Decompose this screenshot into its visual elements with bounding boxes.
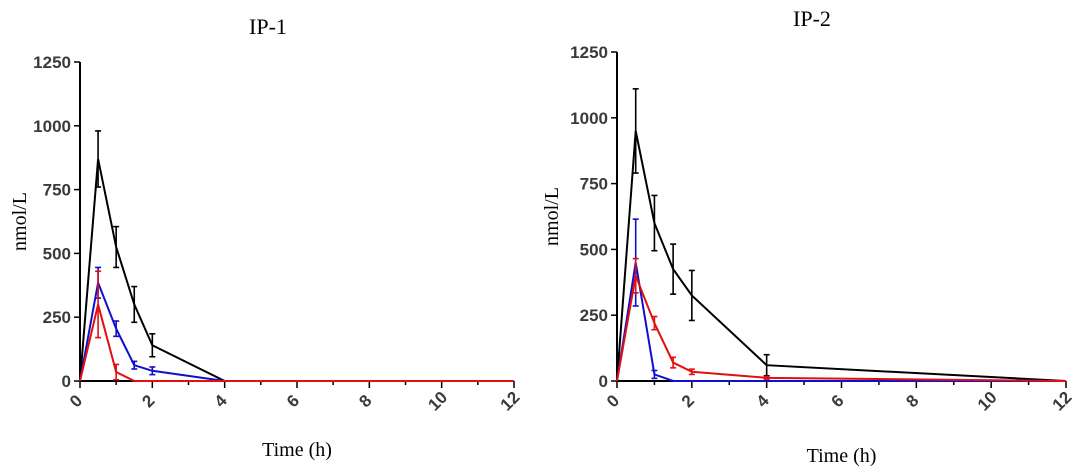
chart-1-x-tick-label: 2 xyxy=(138,391,158,411)
chart-2-y-tick-label: 0 xyxy=(599,372,608,391)
chart-1-y-tick-label: 500 xyxy=(43,244,71,263)
chart-2-series-1-line xyxy=(616,130,1067,382)
chart-2-y-tick-label: 1000 xyxy=(570,109,608,128)
chart-2-series-2-line xyxy=(616,262,1066,382)
chart-1-y-tick-label: 1250 xyxy=(33,53,71,72)
chart-1-y-axis-title: nmol/L xyxy=(9,192,31,251)
chart-1-x-tick-label: 10 xyxy=(424,388,451,415)
chart-panel-ip-2: IP-2 0 250 500 750 1000 1250 0 2 4 6 8 10 12 Time (h) n… xyxy=(541,6,1076,467)
chart-2-y-axis-title: nmol/L xyxy=(541,187,563,246)
chart-1-series-1 xyxy=(79,130,514,382)
chart-2-x-tick-label: 10 xyxy=(974,388,1001,415)
chart-2-x-tick-label: 12 xyxy=(1049,388,1076,415)
chart-1-title: IP-1 xyxy=(249,14,287,39)
chart-1-y-tick-label: 0 xyxy=(62,372,71,391)
chart-2-y-tick-label: 500 xyxy=(580,240,608,259)
chart-1-y-tick-label: 1000 xyxy=(33,117,71,136)
chart-1-series-1-line xyxy=(79,158,514,382)
chart-1-x-tick-label: 6 xyxy=(283,391,303,411)
chart-1-x-tick-label: 0 xyxy=(66,391,86,411)
chart-2-series-3 xyxy=(616,257,1067,382)
chart-2-x-tick-label: 6 xyxy=(828,391,848,411)
chart-2-series-2 xyxy=(616,218,1066,382)
chart-2-x-tick-label: 4 xyxy=(753,391,774,412)
chart-1-x-tick-label: 12 xyxy=(497,388,524,415)
chart-1-y-tick-label: 250 xyxy=(43,308,71,327)
chart-panel-ip-1: IP-1 0 250 500 750 1000 1250 0 2 4 6 8 10 12 Time (h) n… xyxy=(9,14,524,461)
chart-1-x-tick-label: 8 xyxy=(355,391,375,411)
chart-2-x-tick-label: 2 xyxy=(678,391,698,411)
chart-2-series-3-line xyxy=(616,272,1067,382)
chart-2-y-tick-label: 250 xyxy=(580,306,608,325)
chart-2-x-tick-label: 8 xyxy=(902,391,922,411)
chart-2-y-tick-label: 1250 xyxy=(570,43,608,62)
chart-1-y-tick-label: 750 xyxy=(43,181,71,200)
chart-2-x-tick-label: 0 xyxy=(603,391,623,411)
chart-2-y-tick-label: 750 xyxy=(580,175,608,194)
chart-1-series-2-line xyxy=(79,279,514,382)
chart-2-title: IP-2 xyxy=(793,6,831,31)
chart-1-x-tick-label: 4 xyxy=(211,391,232,412)
chart-1-x-axis-title: Time (h) xyxy=(262,439,332,461)
chart-1-series-3 xyxy=(79,270,514,382)
chart-2-series-1 xyxy=(616,88,1067,382)
chart-1-series-2 xyxy=(79,266,514,382)
chart-2-x-axis-title: Time (h) xyxy=(807,445,877,467)
